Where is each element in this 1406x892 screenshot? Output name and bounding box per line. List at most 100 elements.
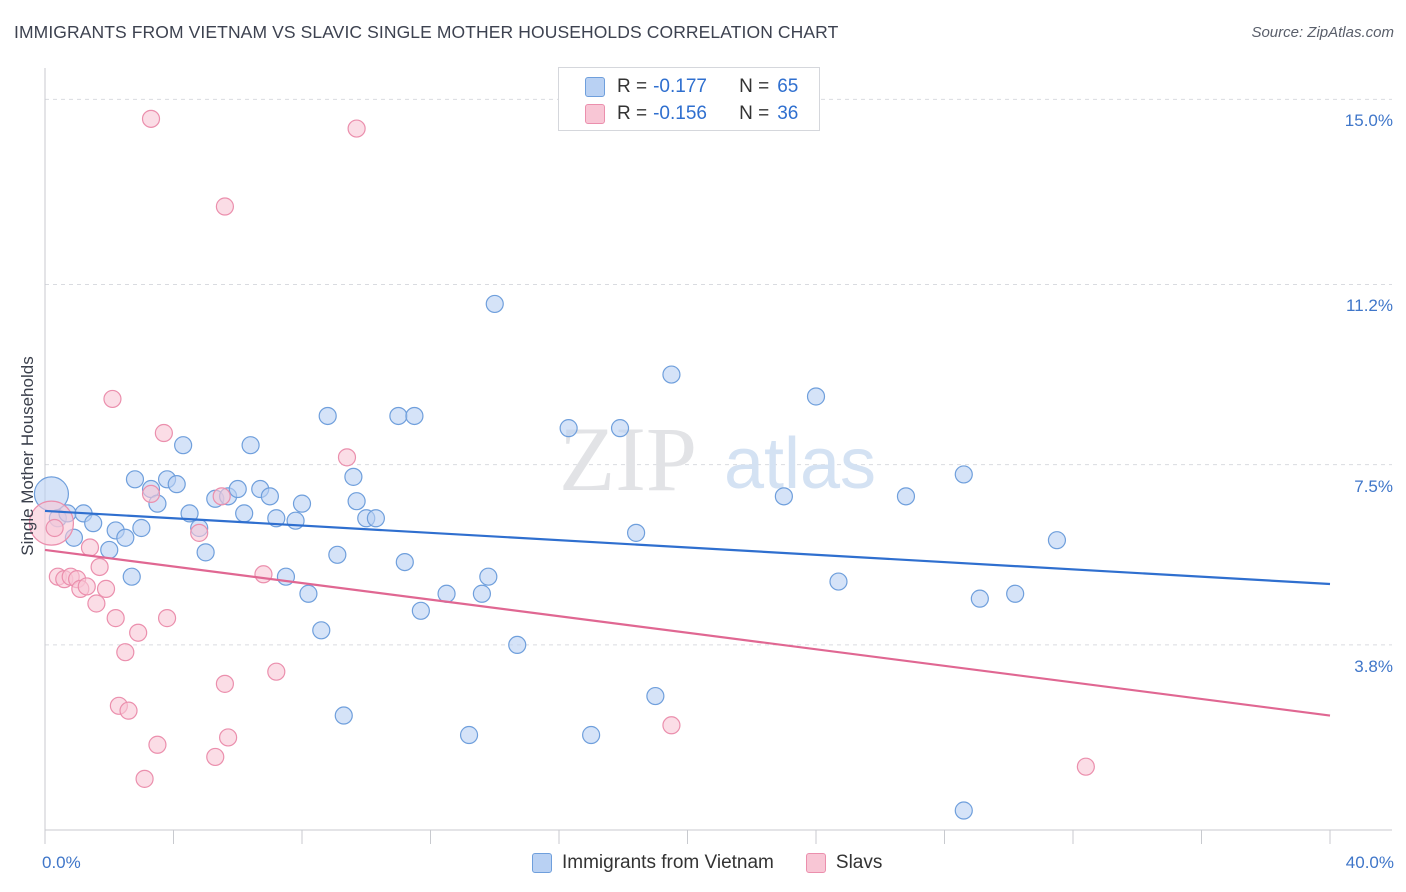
watermark: ZIP atlas xyxy=(559,408,876,510)
vietnam-point xyxy=(116,528,135,547)
slavs-trend-line xyxy=(44,548,1331,717)
vietnam-point xyxy=(125,470,145,489)
vietnam-point xyxy=(970,589,989,608)
vietnam-point xyxy=(459,725,479,745)
vietnam-point xyxy=(132,518,151,538)
r-value: -0.156 xyxy=(653,103,707,124)
vietnam-point xyxy=(896,487,916,506)
vietnam-point xyxy=(1047,531,1067,550)
y-axis-label: Single Mother Households xyxy=(18,356,37,556)
slavs-point xyxy=(87,594,106,613)
slavs-point xyxy=(141,109,161,128)
vietnam-point xyxy=(260,487,279,506)
vietnam-point xyxy=(241,436,260,455)
x-tick-label-min: 0.0% xyxy=(42,853,81,872)
slavs-point xyxy=(154,423,173,443)
vietnam-point xyxy=(954,801,973,820)
y-tick-label: 15.0% xyxy=(1344,111,1393,131)
vietnam-point xyxy=(485,294,504,314)
vietnam-point xyxy=(395,552,414,572)
slavs-point xyxy=(219,728,238,747)
slavs-point xyxy=(119,701,138,720)
vietnam-point xyxy=(405,406,424,426)
vietnam-point xyxy=(318,406,337,426)
series-legend: Immigrants from Vietnam Slavs xyxy=(532,852,914,874)
vietnam-point xyxy=(610,419,630,438)
trend-layer xyxy=(44,509,1331,717)
vietnam-point xyxy=(344,467,363,486)
vietnam-point xyxy=(411,601,430,620)
vietnam-point xyxy=(174,436,193,455)
correlation-legend: R = -0.177 N = 65 R = -0.156 N = 36 xyxy=(558,67,820,131)
legend-item-slavs[interactable]: Slavs xyxy=(805,852,883,874)
vietnam-point xyxy=(196,543,215,562)
slavs-point xyxy=(129,623,148,642)
slavs-point xyxy=(662,716,681,735)
slavs-point xyxy=(80,538,100,557)
slavs-point xyxy=(190,523,209,542)
watermark-atlas: atlas xyxy=(724,424,876,504)
slavs-point xyxy=(45,518,64,538)
n-label: N = xyxy=(739,103,770,124)
slavs-point xyxy=(215,197,234,216)
slavs-point xyxy=(148,735,167,754)
x-tick-label-max: 40.0% xyxy=(1345,853,1394,872)
y-tick-label: 7.5% xyxy=(1354,476,1393,496)
vietnam-point xyxy=(626,523,646,542)
r-value: -0.177 xyxy=(653,76,707,97)
vietnam-point xyxy=(180,504,199,523)
legend-swatch-slavs xyxy=(805,853,826,873)
legend-label-vietnam: Immigrants from Vietnam xyxy=(562,852,774,873)
vietnam-point xyxy=(662,365,681,384)
vietnam-point xyxy=(479,567,498,586)
vietnam-point xyxy=(559,419,578,438)
vietnam-point xyxy=(437,584,456,603)
vietnam-point xyxy=(366,509,385,528)
legend-swatch-vietnam xyxy=(532,853,552,873)
vietnam-point xyxy=(312,621,331,640)
slavs-point xyxy=(212,487,231,506)
points-layer xyxy=(28,109,1095,820)
legend-row-slavs: R = -0.156 N = 36 xyxy=(585,102,798,126)
source-label: Source: ZipAtlas.com xyxy=(1251,24,1394,41)
legend-label-slavs: Slavs xyxy=(835,852,883,873)
vietnam-point xyxy=(508,635,527,655)
vietnam-point xyxy=(389,406,408,426)
vietnam-point xyxy=(334,706,353,725)
vietnam-trend-line xyxy=(44,509,1331,586)
slavs-point xyxy=(77,577,96,596)
slavs-point xyxy=(106,609,125,628)
slavs-point xyxy=(116,643,135,662)
slavs-point xyxy=(157,609,177,628)
slavs-point xyxy=(135,769,154,788)
vietnam-point xyxy=(84,514,103,533)
vietnam-point xyxy=(829,572,848,591)
slavs-point xyxy=(1076,757,1095,776)
legend-swatch-vietnam xyxy=(585,77,605,97)
vietnam-point xyxy=(292,494,312,513)
slavs-point xyxy=(141,484,161,504)
vietnam-point xyxy=(299,584,318,603)
vietnam-point xyxy=(774,487,793,506)
vietnam-point xyxy=(100,540,119,560)
vietnam-point xyxy=(167,475,186,494)
legend-row-vietnam: R = -0.177 N = 65 xyxy=(585,75,798,99)
vietnam-point xyxy=(286,511,305,530)
slavs-point xyxy=(215,674,234,693)
watermark-zip: ZIP xyxy=(559,408,697,510)
vietnam-point xyxy=(646,686,665,706)
vietnam-point xyxy=(1006,584,1025,603)
vietnam-point xyxy=(235,504,254,523)
n-value: 65 xyxy=(777,76,799,97)
vietnam-point xyxy=(954,465,973,484)
r-label: R = xyxy=(617,103,648,124)
r-label: R = xyxy=(617,76,648,97)
vietnam-point xyxy=(806,387,826,406)
n-label: N = xyxy=(739,76,770,97)
slavs-point xyxy=(96,579,116,598)
vietnam-point xyxy=(582,725,601,745)
vietnam-point xyxy=(122,567,141,586)
vietnam-point xyxy=(267,509,286,528)
slavs-point xyxy=(103,389,122,409)
legend-item-vietnam[interactable]: Immigrants from Vietnam xyxy=(532,852,774,874)
